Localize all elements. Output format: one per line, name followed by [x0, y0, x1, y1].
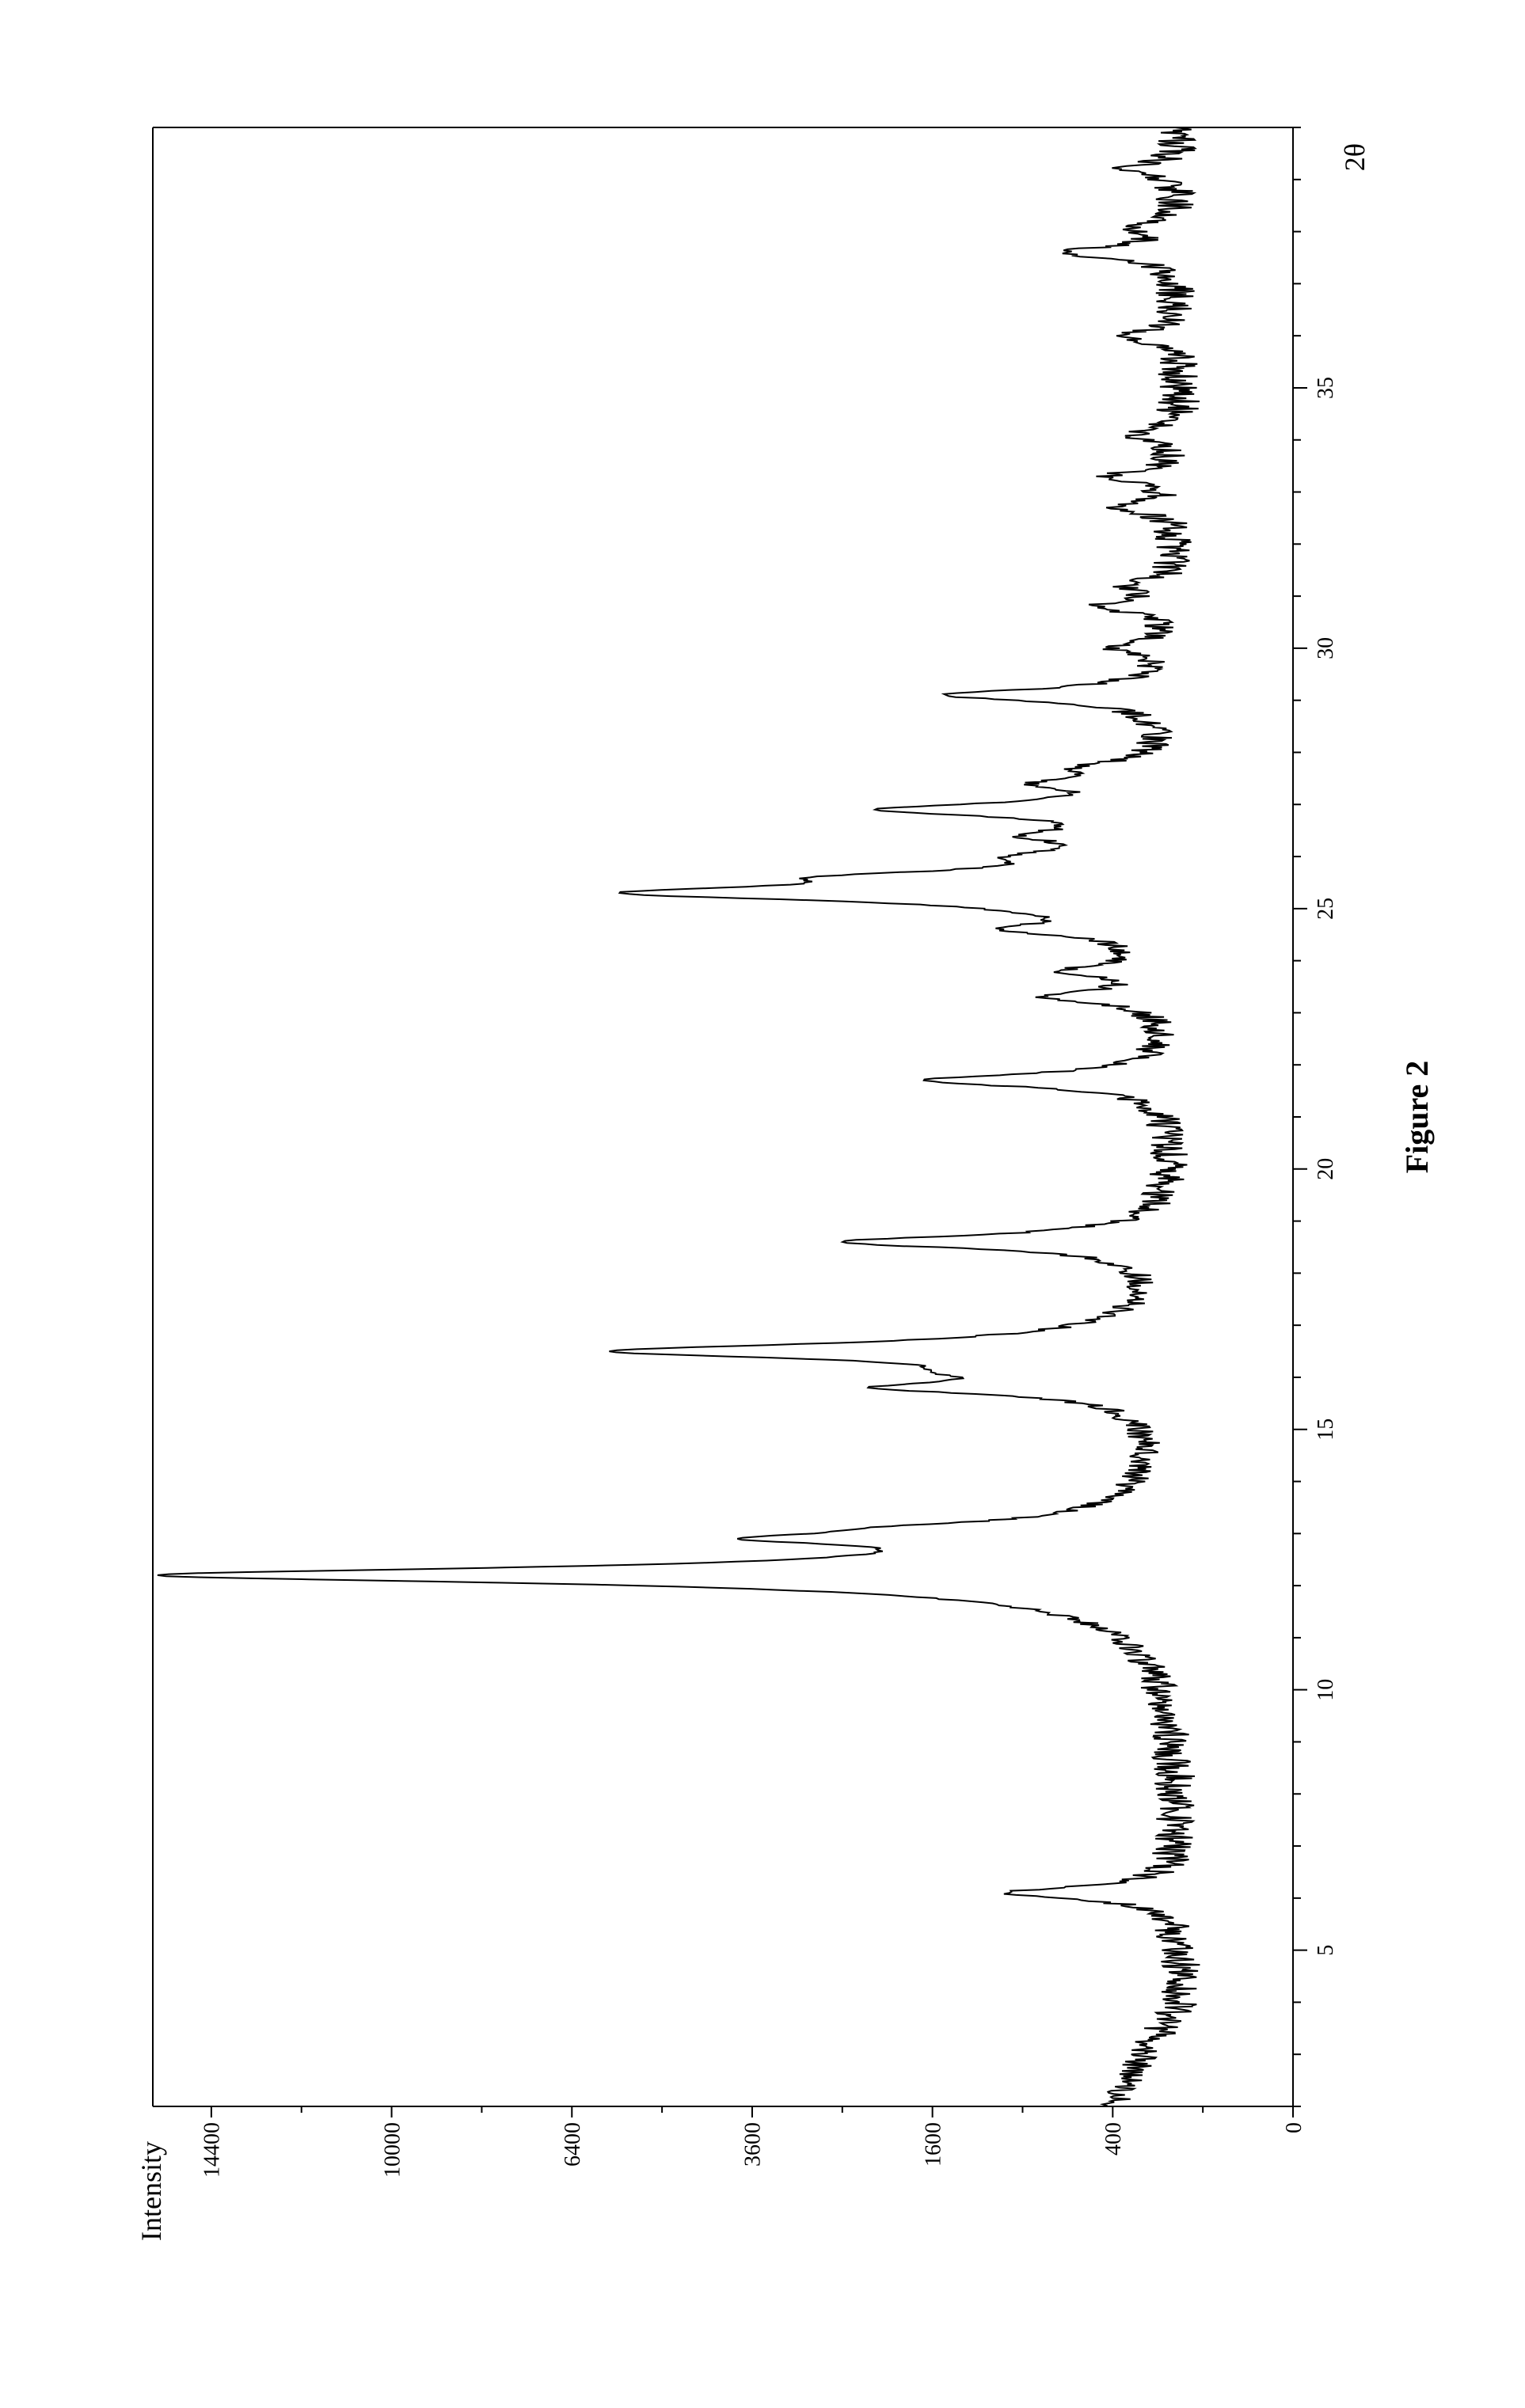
figure-label: Figure 2: [1399, 1061, 1435, 1174]
svg-text:10000: 10000: [380, 2122, 405, 2178]
svg-text:400: 400: [1101, 2122, 1126, 2155]
svg-text:15: 15: [1314, 1419, 1338, 1441]
x-axis-label: 2θ: [1339, 143, 1371, 171]
svg-text:25: 25: [1314, 898, 1338, 920]
svg-text:1600: 1600: [921, 2122, 945, 2167]
svg-text:3600: 3600: [741, 2122, 766, 2167]
svg-text:6400: 6400: [561, 2122, 585, 2167]
svg-text:0: 0: [1282, 2122, 1306, 2133]
xrd-chart-container: 5 10 15 20 25 30 35 2θ 0 400 1600 3600 6400 10000 1440…: [0, 0, 1525, 2408]
svg-text:5: 5: [1314, 1945, 1338, 1956]
svg-text:10: 10: [1314, 1679, 1338, 1701]
y-axis-label: Intensity: [135, 2141, 167, 2241]
diffraction-trace: [158, 127, 1200, 2106]
svg-text:20: 20: [1314, 1158, 1338, 1180]
svg-text:30: 30: [1314, 637, 1338, 659]
xrd-chart: 5 10 15 20 25 30 35 2θ 0 400 1600 3600 6400 10000 1440…: [0, 0, 1525, 2408]
svg-text:14400: 14400: [200, 2122, 225, 2178]
svg-text:35: 35: [1314, 377, 1338, 399]
